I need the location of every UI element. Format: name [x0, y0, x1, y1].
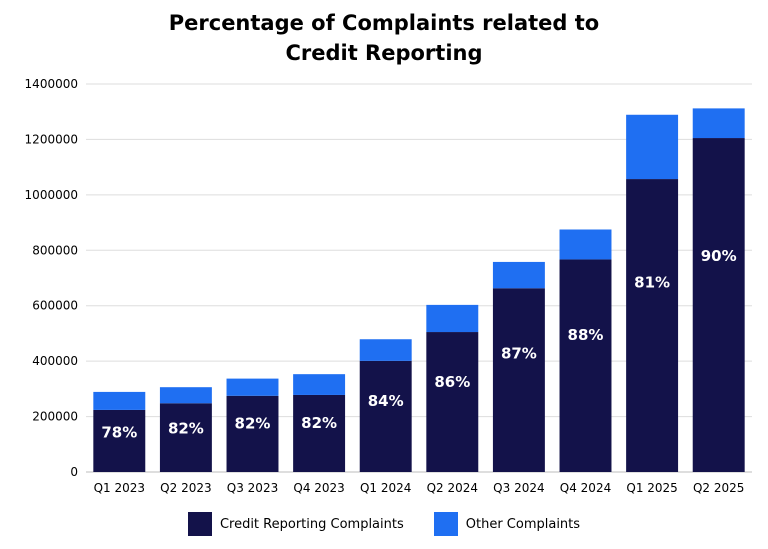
- legend-label-credit-reporting: Credit Reporting Complaints: [219, 516, 404, 532]
- bar-credit-reporting: [93, 409, 146, 472]
- legend-item-credit-reporting: Credit Reporting Complaints: [187, 512, 404, 536]
- data-label: 87%: [501, 345, 537, 363]
- data-label: 88%: [568, 326, 604, 344]
- data-label: 78%: [101, 424, 137, 442]
- legend: Credit Reporting Complaints Other Compla…: [0, 512, 768, 536]
- bar-other: [159, 387, 212, 404]
- x-axis-ticks: Q1 2023 Q2 2023 Q3 2023 Q4 2023 Q1 2024 Q2 20…: [94, 481, 745, 495]
- legend-swatch-other: [433, 512, 458, 536]
- bar-other: [692, 108, 745, 139]
- data-label: 82%: [235, 414, 271, 432]
- y-tick-label: 1000000: [25, 188, 78, 202]
- bars: [93, 108, 745, 473]
- data-label: 86%: [434, 373, 470, 391]
- bar-credit-reporting: [293, 394, 346, 472]
- bar-other: [626, 114, 679, 180]
- bar-credit-reporting: [492, 288, 545, 472]
- data-label: 84%: [368, 392, 404, 410]
- x-tick-label: Q1 2025: [626, 481, 677, 495]
- bar-credit-reporting: [559, 259, 612, 472]
- bar-credit-reporting: [159, 403, 212, 472]
- y-tick-label: 800000: [32, 243, 78, 257]
- data-label: 81%: [634, 274, 670, 292]
- bar-other: [93, 391, 146, 410]
- bar-credit-reporting: [626, 179, 679, 472]
- bar-other: [226, 378, 279, 396]
- y-tick-label: 200000: [32, 410, 78, 424]
- legend-label-other: Other Complaints: [465, 516, 581, 532]
- x-tick-label: Q1 2023: [94, 481, 145, 495]
- bar-other: [293, 374, 346, 395]
- y-tick-label: 1200000: [25, 132, 78, 146]
- y-tick-label: 600000: [32, 299, 78, 313]
- bar-credit-reporting: [426, 332, 479, 472]
- x-tick-label: Q4 2023: [293, 481, 344, 495]
- legend-item-other: Other Complaints: [433, 512, 581, 536]
- chart-title-line-1: Percentage of Complaints related to: [168, 11, 600, 35]
- data-labels: 78% 82% 82% 82% 84% 86% 87% 88% 81% 90%: [101, 247, 736, 442]
- chart-title: Percentage of Complaints related to Cred…: [0, 8, 768, 68]
- x-tick-label: Q2 2024: [427, 481, 478, 495]
- bar-credit-reporting: [359, 360, 412, 472]
- x-tick-label: Q2 2025: [693, 481, 744, 495]
- chart-title-line-2: Credit Reporting: [285, 41, 483, 65]
- x-tick-label: Q2 2023: [160, 481, 211, 495]
- y-axis-ticks: 0 200000 400000 600000 800000 1000000 1200000 1…: [25, 77, 78, 479]
- x-tick-label: Q3 2024: [493, 481, 544, 495]
- bar-credit-reporting: [226, 395, 279, 472]
- data-label: 82%: [301, 414, 337, 432]
- y-tick-label: 1400000: [25, 77, 78, 91]
- data-label: 82%: [168, 419, 204, 437]
- x-tick-label: Q1 2024: [360, 481, 411, 495]
- y-tick-label: 0: [70, 465, 78, 479]
- bar-other: [559, 229, 612, 260]
- x-tick-label: Q4 2024: [560, 481, 611, 495]
- x-tick-label: Q3 2023: [227, 481, 278, 495]
- y-tick-label: 400000: [32, 354, 78, 368]
- bar-other: [359, 339, 412, 361]
- bar-other: [426, 304, 479, 333]
- bar-other: [492, 261, 545, 289]
- data-label: 90%: [701, 247, 737, 265]
- legend-swatch-credit-reporting: [187, 512, 212, 536]
- bar-credit-reporting: [692, 138, 745, 473]
